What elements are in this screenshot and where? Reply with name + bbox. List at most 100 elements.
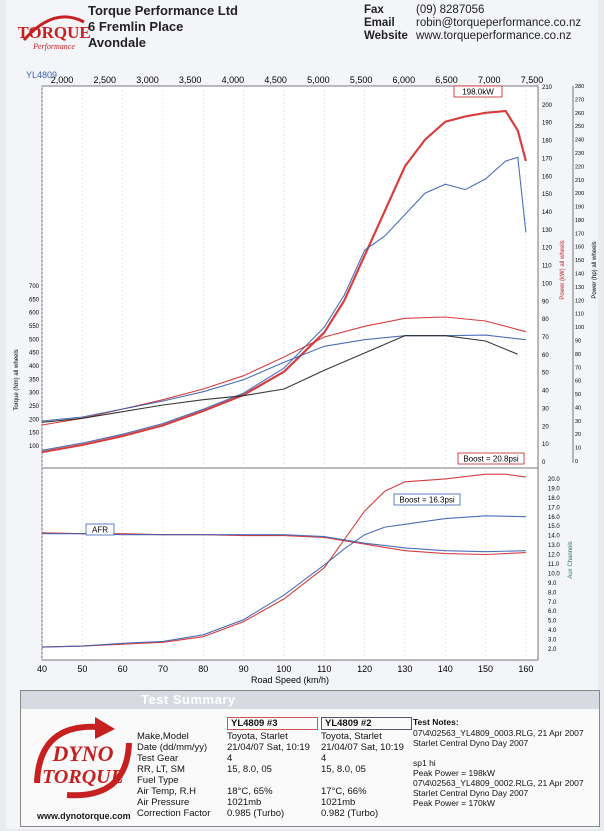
rpm-tick-label: 7,500: [521, 75, 544, 85]
hp-tick-label: 210: [575, 178, 584, 184]
torque-tick-label: 450: [29, 351, 40, 357]
run3-header: YL4809 #3: [227, 717, 318, 730]
kw-tick-label: 140: [542, 210, 553, 216]
run3-value: 18°C, 65%: [227, 786, 273, 797]
kw-tick-label: 70: [542, 335, 549, 341]
aux-tick-label: 12.0: [548, 553, 560, 559]
peak-power-label-box: [453, 85, 503, 98]
x-tick-label: 100: [276, 664, 291, 674]
torque-tick-label: 250: [29, 404, 40, 410]
hp-tick-label: 170: [575, 231, 584, 237]
logo-word: TORQUE: [18, 23, 90, 42]
series-line: [41, 335, 519, 423]
x-tick-label: 50: [77, 664, 87, 674]
x-tick-label: 120: [357, 664, 372, 674]
hp-tick-label: 250: [575, 124, 584, 130]
summary-label: RR, LT, SM: [137, 764, 185, 775]
hp-tick-label: 270: [575, 97, 584, 103]
dyno-sheet: TORQUE Performance Torque Performance Lt…: [6, 0, 600, 829]
hp-tick-label: 260: [575, 111, 584, 117]
note-line: Peak Power = 198kW: [413, 768, 495, 778]
aux-tick-label: 16.0: [548, 515, 560, 521]
aux-tick-label: 11.0: [548, 562, 560, 568]
dyno-chart: 40 50 60 70 80 90 100 110 120 130 140 150 160 Road Sp…: [14, 70, 598, 685]
aux-tick-label: 13.0: [548, 543, 560, 549]
hp-tick-label: 50: [575, 392, 581, 398]
afr-label: AFR: [92, 526, 108, 535]
website-line: Website www.torqueperformance.co.nz: [364, 30, 572, 42]
hp-tick-label: 90: [575, 338, 581, 344]
torque-tick-label: 700: [29, 284, 40, 290]
dyno-torque-logo: DYNO TORQUE: [34, 717, 132, 799]
aux-tick-label: 9.0: [548, 581, 557, 587]
kw-tick-label: 80: [542, 317, 549, 323]
dyno-website: www.dynotorque.com: [37, 811, 131, 821]
rpm-tick-label: 2,500: [93, 75, 116, 85]
hp-tick-label: 200: [575, 191, 584, 197]
run2-header: YL4809 #2: [321, 717, 412, 730]
summary-label: Fuel Type: [137, 775, 179, 786]
aux-tick-label: 5.0: [548, 619, 557, 625]
hp-tick-label: 150: [575, 258, 584, 264]
aux-tick-label: 19.0: [548, 486, 560, 492]
run2-value: 4: [321, 753, 327, 764]
aux-tick-label: 6.0: [548, 609, 557, 615]
note-line: sp1 hi: [413, 758, 436, 768]
x-tick-label: 60: [118, 664, 128, 674]
rpm-tick-label: 4,500: [264, 75, 287, 85]
x-tick-label: 140: [438, 664, 453, 674]
x-tick-label: 150: [478, 664, 493, 674]
kw-tick-label: 170: [542, 156, 553, 162]
kw-tick-label: 10: [542, 442, 549, 448]
torque-tick-label: 600: [29, 311, 40, 317]
kw-tick-label: 130: [542, 228, 553, 234]
fax-line: Fax (09) 8287056: [364, 4, 485, 16]
kw-tick-label: 180: [542, 139, 553, 145]
x-axis-label: Road Speed (km/h): [251, 675, 329, 685]
kw-tick-label: 50: [542, 371, 549, 377]
torque-tick-label: 500: [29, 337, 40, 343]
rpm-tick-label: 2,000: [51, 75, 74, 85]
kw-tick-label: 110: [542, 264, 552, 270]
run3-value: Toyota, Starlet: [227, 731, 288, 742]
note-line: Peak Power = 170kW: [413, 798, 495, 808]
run3-value: 4: [227, 753, 233, 764]
x-tick-label: 70: [158, 664, 168, 674]
run3-value: 21/04/07 Sat, 10:19: [227, 742, 310, 753]
boost-blue-label: Boost = 16.3psi: [399, 496, 455, 505]
series-line: [41, 532, 526, 556]
hp-tick-label: 70: [575, 365, 581, 371]
boost-blue-label-box: [393, 493, 461, 506]
series-line: [41, 109, 527, 454]
rpm-tick-label: 3,000: [136, 75, 159, 85]
hp-tick-label: 100: [575, 325, 584, 331]
peak-power-label: 198.0kW: [462, 88, 494, 97]
hp-tick-label: 30: [575, 419, 581, 425]
boost-red-label-box: [457, 452, 525, 465]
kw-tick-label: 160: [542, 174, 553, 180]
summary-title: Test Summary: [21, 691, 599, 709]
aux-tick-label: 17.0: [548, 505, 560, 511]
rpm-tick-label: 6,000: [393, 75, 416, 85]
address-line-1: 6 Fremlin Place: [88, 19, 184, 34]
summary-label: Test Gear: [137, 753, 179, 764]
torque-tick-label: 550: [29, 324, 40, 330]
hp-tick-label: 40: [575, 405, 581, 411]
x-tick-label: 80: [198, 664, 208, 674]
hp-tick-label: 280: [575, 84, 584, 90]
torque-tick-label: 400: [29, 364, 40, 370]
rpm-tick-label: 3,500: [179, 75, 202, 85]
series-line: [41, 515, 526, 648]
afr-label-box: [85, 523, 115, 536]
hp-tick-label: 180: [575, 218, 584, 224]
hp-tick-label: 110: [575, 312, 584, 318]
kw-tick-label: 210: [542, 85, 553, 91]
aux-tick-label: 3.0: [548, 638, 557, 644]
rpm-tick-label: 5,000: [307, 75, 330, 85]
x-tick-label: 130: [397, 664, 412, 674]
aux-axis-label: Aux Channels: [568, 541, 574, 578]
aux-tick-label: 8.0: [548, 590, 557, 596]
boost-red-label: Boost = 20.8psi: [463, 455, 519, 464]
run2-value: 1021mb: [321, 797, 356, 808]
x-tick-label: 110: [317, 664, 331, 674]
